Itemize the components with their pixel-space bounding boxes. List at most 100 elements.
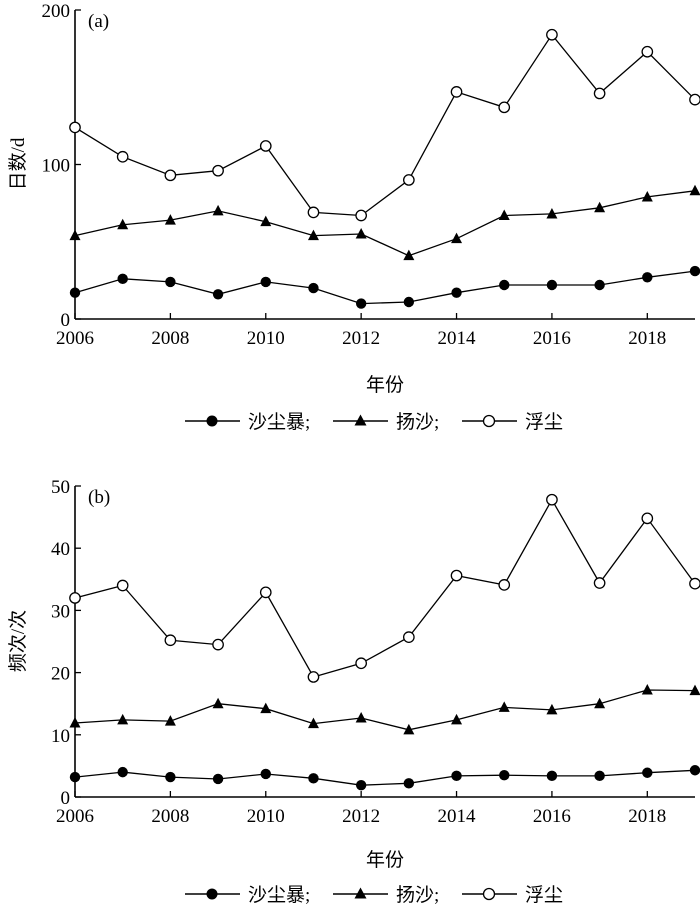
legend-label-b-2: 浮尘: [525, 884, 563, 906]
series-markers-a: [69, 28, 700, 309]
data-point-b-1-11: [594, 697, 606, 709]
legend-label-a-0: 沙尘暴;: [248, 411, 310, 433]
series-line-b-0: [74, 769, 696, 786]
x-tick-label-a-1: 2008: [151, 328, 189, 349]
x-tick-label-b-3: 2012: [342, 806, 380, 827]
data-point-b-2-13: [689, 577, 700, 590]
data-point-a-1-7: [403, 249, 415, 261]
chart-panel-a: 0 100 200 2006 2008 2010 2012 2014 2016 2018 (a)…: [7, 1, 700, 433]
panel-label-b: (b): [88, 487, 110, 508]
data-point-b-1-10: [546, 703, 558, 715]
series-line-a-1: [74, 190, 696, 257]
data-point-b-2-10: [546, 493, 558, 506]
data-point-a-1-1: [117, 218, 129, 230]
data-point-a-1-8: [451, 232, 463, 244]
data-point-a-2-2: [164, 169, 177, 182]
y-axis-label-a: 日数/d: [7, 137, 29, 190]
x-tick-label-b-5: 2016: [533, 806, 571, 827]
legend-marker-b-0: [206, 888, 218, 900]
y-tick-label-b-5: 50: [51, 477, 70, 498]
data-point-b-0-0: [69, 771, 81, 783]
panel-label-a: (a): [88, 11, 109, 32]
data-point-a-1-2: [164, 214, 176, 225]
data-point-b-0-1: [117, 766, 128, 778]
legend-marker-a-1: [354, 414, 367, 426]
y-tick-label-b-1: 10: [51, 726, 70, 747]
data-point-a-1-11: [594, 201, 606, 213]
data-point-b-1-1: [117, 713, 129, 725]
legend-a: 沙尘暴; 扬沙; 浮尘: [185, 411, 563, 433]
data-point-a-2-6: [355, 209, 368, 222]
data-point-a-2-12: [641, 45, 654, 58]
axes-b: [74, 486, 695, 798]
data-point-b-0-6: [355, 779, 367, 791]
data-point-a-0-13: [689, 265, 700, 277]
series-line-a-0: [74, 270, 696, 305]
data-point-b-0-13: [689, 765, 700, 776]
data-point-a-2-5: [307, 206, 320, 219]
x-ticks-b: 2006 2008 2010 2012 2014 2016 2018: [56, 791, 666, 827]
data-point-a-0-8: [451, 287, 462, 298]
data-point-b-1-13: [689, 684, 700, 696]
y-tick-label-b-3: 30: [51, 601, 70, 622]
data-point-b-2-8: [450, 569, 463, 582]
series-lines-a: [74, 33, 696, 305]
data-point-b-2-4: [259, 586, 272, 599]
data-point-a-1-0: [69, 229, 81, 241]
data-point-b-0-3: [212, 773, 224, 785]
data-point-b-2-7: [402, 631, 415, 643]
legend-label-a-2: 浮尘: [525, 411, 563, 433]
y-tick-label-b-4: 40: [51, 539, 70, 560]
data-point-b-1-4: [260, 702, 272, 714]
data-point-b-0-2: [165, 771, 176, 783]
x-tick-label-b-2: 2010: [247, 806, 285, 827]
legend-label-b-0: 沙尘暴;: [248, 884, 310, 906]
data-point-a-2-3: [212, 164, 224, 177]
series-line-a-2: [74, 33, 696, 217]
x-axis-label-b: 年份: [366, 849, 404, 871]
chart-panel-b: 0 10 20 30 40 50 2006 2008 2010 2012 2014 2016 2018…: [7, 477, 700, 906]
data-point-a-2-7: [402, 174, 415, 186]
x-ticks-a: 2006 2008 2010 2012 2014 2016 2018: [56, 313, 666, 349]
data-point-b-0-9: [499, 770, 510, 781]
x-tick-label-b-4: 2014: [438, 806, 477, 827]
data-point-b-2-6: [355, 657, 368, 670]
data-point-a-2-9: [498, 101, 511, 114]
legend-marker-a-2: [482, 414, 496, 428]
x-tick-label-b-1: 2008: [151, 806, 189, 827]
data-point-b-2-0: [69, 592, 81, 604]
data-point-b-1-6: [355, 712, 367, 723]
data-point-b-1-0: [69, 716, 81, 728]
data-point-b-1-9: [498, 701, 510, 712]
data-point-b-1-8: [451, 713, 463, 725]
series-line-b-1: [74, 689, 696, 731]
data-point-a-0-11: [594, 279, 605, 291]
axes-a: [74, 10, 695, 320]
data-point-a-1-12: [641, 190, 653, 202]
x-tick-label-a-0: 2006: [56, 328, 94, 349]
y-tick-label-b-0: 0: [61, 788, 71, 809]
legend-marker-a-0: [206, 415, 218, 427]
data-point-a-1-13: [689, 184, 700, 196]
data-point-a-2-8: [450, 86, 463, 98]
data-point-a-0-7: [403, 296, 415, 308]
x-tick-label-a-2: 2010: [247, 328, 285, 349]
data-point-b-2-3: [212, 638, 224, 651]
y-tick-label-a-1: 100: [42, 156, 71, 177]
data-point-b-0-11: [594, 770, 605, 782]
x-tick-label-b-6: 2018: [628, 806, 666, 827]
data-point-a-1-3: [212, 204, 224, 216]
data-point-b-1-12: [641, 684, 653, 695]
y-axis-label-b: 频次/次: [7, 610, 29, 672]
data-point-a-1-6: [355, 228, 367, 239]
data-point-b-1-7: [403, 723, 415, 735]
y-ticks-a: 0 100 200: [42, 1, 81, 331]
data-point-b-0-10: [546, 770, 558, 782]
x-tick-label-a-3: 2012: [342, 328, 380, 349]
x-tick-label-b-0: 2006: [56, 806, 94, 827]
x-axis-label-a: 年份: [366, 374, 404, 396]
data-point-a-0-9: [499, 279, 510, 291]
data-point-a-0-2: [165, 276, 176, 288]
legend-label-b-1: 扬沙;: [396, 884, 439, 906]
series-line-b-2: [74, 498, 696, 678]
